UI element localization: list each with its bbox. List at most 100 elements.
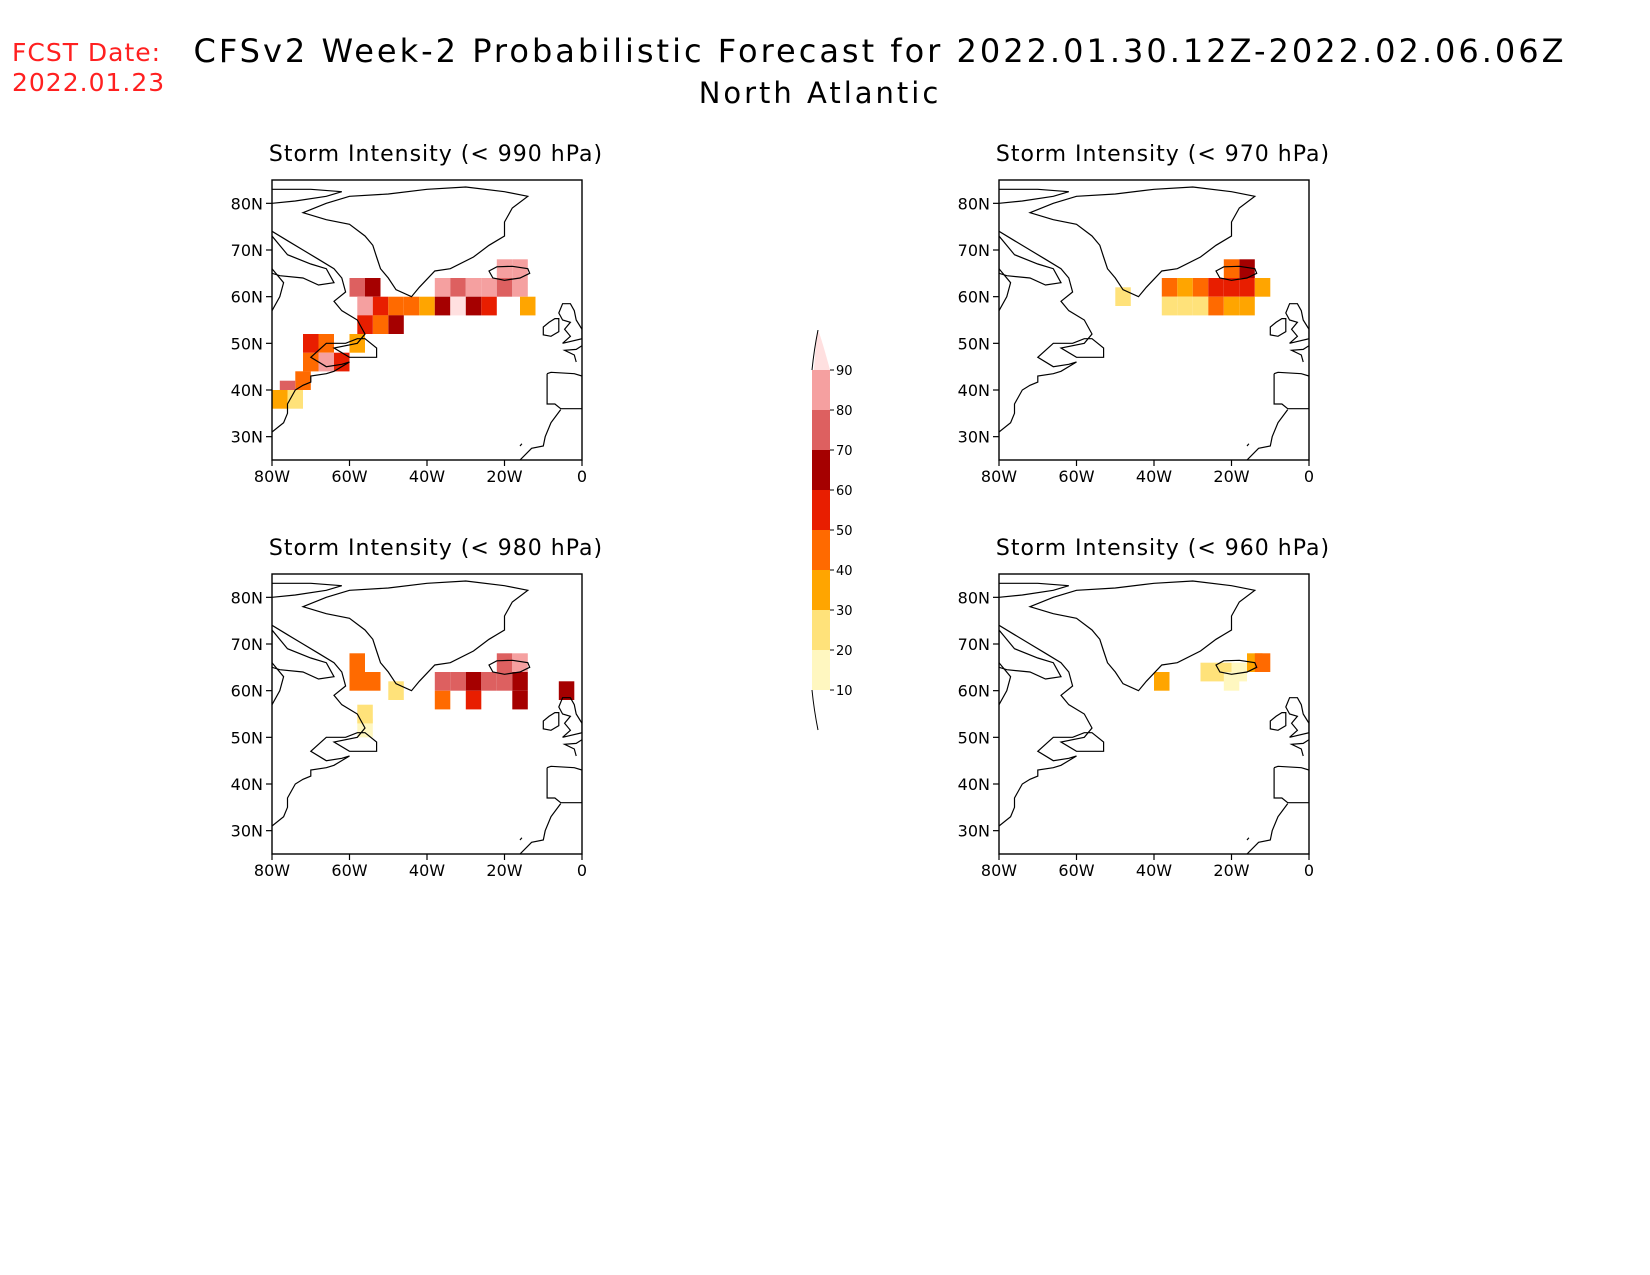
coastline-ellesmere <box>999 582 1069 598</box>
probability-cell <box>1239 259 1255 278</box>
forecast-date-caption: FCST Date: <box>12 38 162 67</box>
probability-cell <box>434 278 451 297</box>
probability-cell <box>365 672 381 691</box>
probability-cell <box>450 672 466 691</box>
map-plot: 80N 70N 60N 50N 40N 30N 80W 60W 40W 20W 0 <box>231 179 587 486</box>
lat-tick-label: 70N <box>231 635 263 654</box>
coastline-greenland <box>301 186 530 298</box>
colorbar-top-extension <box>814 330 830 370</box>
lon-tick-label: 60W <box>1058 467 1094 486</box>
colorbar-label: 40 <box>836 564 853 579</box>
coastline-north-america <box>272 624 378 827</box>
coastline-greenland <box>1028 580 1257 692</box>
probability-cell <box>419 296 435 316</box>
colorbar-segment <box>812 530 830 570</box>
coastline-canary-islands <box>1246 443 1250 447</box>
lat-tick-label: 50N <box>958 728 990 747</box>
panel-960hpa: Storm Intensity (< 960 hPa) 80N 70N 60N 50N… <box>953 536 1373 906</box>
coastline-iberia <box>1273 765 1309 804</box>
probability-cell <box>272 390 288 409</box>
map-plot: 80N 70N 60N 50N 40N 30N 80W 60W 40W 20W 0 <box>958 573 1314 880</box>
probability-cell <box>349 653 365 672</box>
probability-cell <box>465 296 482 316</box>
probability-cell <box>1254 653 1271 672</box>
coastline-baffin-island <box>272 629 335 680</box>
lon-tick-label: 60W <box>331 467 367 486</box>
coastline-france <box>562 739 582 757</box>
probability-cell <box>434 672 451 691</box>
probability-cell <box>388 296 404 316</box>
coastline-france <box>562 345 582 363</box>
probability-cell <box>465 278 482 297</box>
lat-tick-label: 40N <box>958 775 990 794</box>
probability-cell <box>1200 662 1216 682</box>
lat-tick-label: 30N <box>231 822 263 841</box>
colorbar: 90 80 70 60 50 40 30 20 10 <box>811 330 853 731</box>
forecast-date-value: 2022.01.23 <box>12 68 166 97</box>
probability-cell <box>303 352 319 372</box>
lon-tick-label: 20W <box>1213 861 1249 880</box>
colorbar-label: 20 <box>836 644 853 659</box>
coastline-ireland <box>1269 712 1287 731</box>
probability-cell <box>434 690 451 710</box>
colorbar-segment <box>812 650 830 690</box>
probability-cell <box>481 278 497 297</box>
panel-970hpa: Storm Intensity (< 970 hPa) 80N 70N 60N 50N… <box>953 142 1373 512</box>
lon-tick-label: 60W <box>1058 861 1094 880</box>
coastline-north-america <box>999 624 1105 827</box>
lat-tick-label: 30N <box>958 822 990 841</box>
lat-tick-label: 30N <box>958 428 990 447</box>
lon-tick-label: 0 <box>1304 861 1314 880</box>
lon-tick-label: 0 <box>577 467 587 486</box>
probability-cell <box>349 278 365 297</box>
coastline-baffin-island <box>999 235 1062 286</box>
panel-title: Storm Intensity (< 990 hPa) <box>268 142 604 167</box>
probability-cell <box>357 296 373 316</box>
probability-cell <box>450 296 466 316</box>
colorbar-top-outline <box>811 330 819 371</box>
lon-tick-label: 80W <box>981 861 1017 880</box>
lat-tick-label: 80N <box>958 194 990 213</box>
lat-tick-label: 50N <box>958 334 990 353</box>
colorbar-segment <box>812 370 830 410</box>
colorbar-label: 10 <box>836 684 853 699</box>
probability-cell <box>512 672 528 691</box>
probability-cell <box>1223 672 1240 691</box>
lon-tick-label: 20W <box>1213 467 1249 486</box>
coastline-ireland <box>542 712 560 731</box>
colorbar-segment <box>812 410 830 450</box>
probability-cell <box>1161 296 1178 316</box>
map-frame <box>271 573 583 855</box>
probability-cell <box>372 315 389 334</box>
probability-cell <box>1223 259 1240 278</box>
probability-cell <box>349 672 365 691</box>
probability-cell <box>496 259 513 278</box>
probability-cell <box>1254 278 1271 297</box>
lat-tick-label: 30N <box>231 428 263 447</box>
coastline-greenland <box>1028 186 1257 298</box>
lat-tick-label: 60N <box>958 682 990 701</box>
probability-cell <box>481 296 497 316</box>
probability-cell <box>512 259 528 278</box>
coastline-ireland <box>1269 318 1287 337</box>
panel-title: Storm Intensity (< 980 hPa) <box>268 536 604 561</box>
probability-cell <box>558 681 575 700</box>
lon-tick-label: 40W <box>1136 467 1172 486</box>
lat-tick-label: 60N <box>958 288 990 307</box>
coastline-north-america <box>272 230 378 433</box>
lat-tick-label: 50N <box>231 334 263 353</box>
colorbar-segment <box>812 570 830 610</box>
coastline-iberia <box>1273 371 1309 410</box>
probability-cell <box>1161 278 1178 297</box>
lon-tick-label: 20W <box>486 467 522 486</box>
coastline-great-britain <box>1285 697 1309 738</box>
lat-tick-label: 60N <box>231 288 263 307</box>
panel-980hpa: Storm Intensity (< 980 hPa) 80N 70N 60N 50N… <box>226 536 646 906</box>
colorbar-label: 30 <box>836 604 853 619</box>
lat-tick-label: 80N <box>958 588 990 607</box>
colorbar-label: 80 <box>836 404 853 419</box>
probability-cell <box>512 278 528 297</box>
lat-tick-label: 70N <box>958 241 990 260</box>
coastline-great-britain <box>558 303 582 344</box>
probability-cell <box>496 278 513 297</box>
